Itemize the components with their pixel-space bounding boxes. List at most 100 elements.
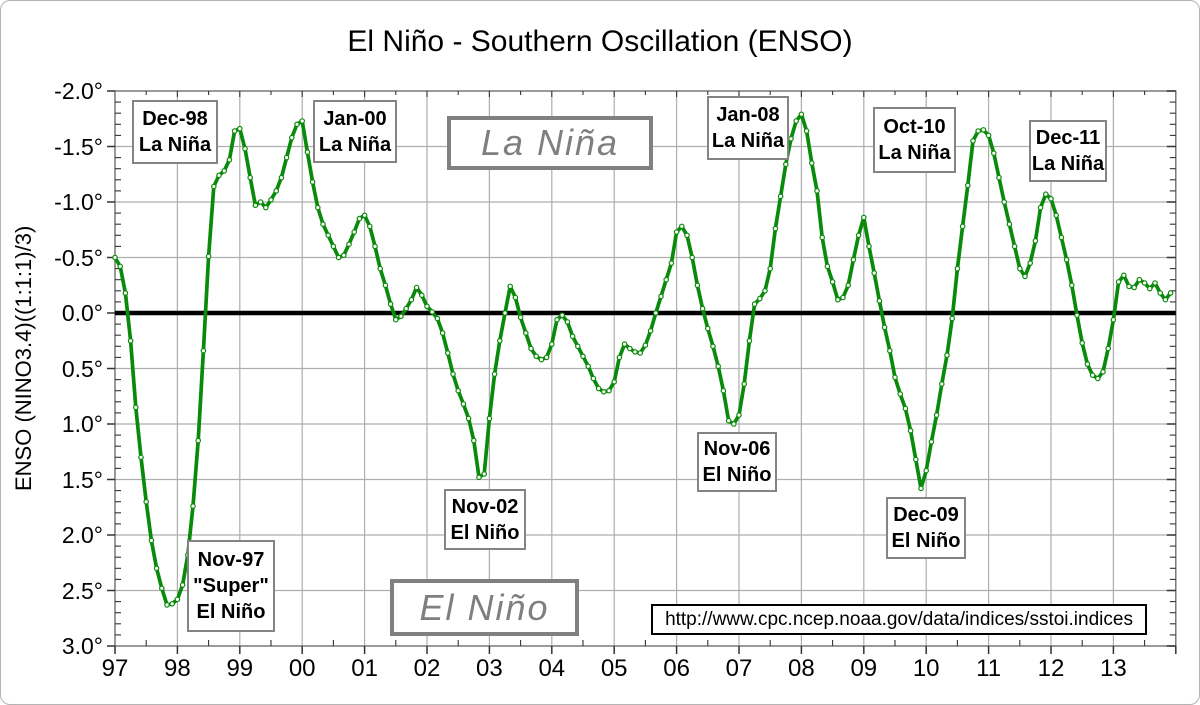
- data-point-marker: [299, 118, 306, 124]
- data-point-marker: [772, 225, 779, 232]
- data-point-marker: [1006, 221, 1013, 228]
- data-point-marker: [1141, 280, 1148, 286]
- data-point-marker: [252, 202, 259, 209]
- data-point-marker: [117, 263, 124, 270]
- annotation-box-nov02: Nov-02 El Niño: [444, 489, 526, 550]
- y-tick-label: 1.5°: [61, 466, 103, 493]
- data-point-marker: [496, 337, 503, 344]
- data-point-marker: [133, 404, 139, 411]
- data-point-marker: [938, 381, 945, 387]
- data-point-marker: [819, 234, 826, 241]
- data-point-marker: [377, 265, 384, 272]
- data-point-marker: [606, 387, 612, 394]
- data-point-marker: [320, 221, 326, 228]
- data-point-marker: [1058, 234, 1065, 241]
- data-point-marker: [481, 471, 488, 477]
- data-point-marker: [522, 330, 529, 336]
- data-point-marker: [704, 325, 711, 332]
- data-point-marker: [507, 283, 514, 290]
- data-point-marker: [200, 347, 207, 354]
- annotation-line: La Niña: [1031, 153, 1105, 175]
- data-point-marker: [990, 150, 997, 157]
- data-point-marker: [159, 585, 165, 592]
- data-point-marker: [808, 160, 815, 166]
- data-point-marker: [112, 254, 118, 261]
- data-point-marker: [460, 401, 467, 407]
- data-point-marker: [1016, 265, 1023, 272]
- data-point-marker: [174, 596, 181, 603]
- data-point-marker: [262, 204, 269, 211]
- data-point-marker: [335, 254, 342, 261]
- data-point-marker: [237, 125, 243, 132]
- data-point-marker: [652, 310, 659, 316]
- x-tick-label: 00: [288, 655, 316, 682]
- y-tick-label: 3.0°: [61, 633, 103, 659]
- data-point-marker: [1136, 276, 1143, 283]
- data-point-marker: [585, 363, 592, 370]
- data-point-marker: [548, 341, 555, 347]
- data-point-marker: [866, 243, 872, 250]
- data-point-marker: [725, 417, 732, 424]
- annotation-box-oct10: Oct-10 La Niña: [873, 107, 956, 173]
- data-point-marker: [211, 183, 217, 190]
- data-point-marker: [283, 154, 290, 161]
- data-point-marker: [600, 388, 607, 395]
- y-tick-label: 2.0°: [61, 522, 103, 548]
- data-point-marker: [512, 294, 519, 301]
- data-point-marker: [403, 305, 410, 312]
- data-point-marker: [814, 188, 820, 194]
- annotation-line: La Niña: [138, 134, 212, 156]
- data-point-marker: [762, 287, 768, 294]
- data-point-marker: [1037, 204, 1044, 211]
- data-point-marker: [1100, 368, 1106, 375]
- data-point-marker: [964, 182, 971, 189]
- data-point-marker: [892, 374, 898, 381]
- data-point-marker: [985, 132, 992, 139]
- data-point-marker: [626, 345, 633, 352]
- data-point-marker: [205, 253, 212, 260]
- data-point-marker: [621, 341, 628, 347]
- data-point-marker: [834, 296, 841, 303]
- data-point-marker: [569, 333, 576, 340]
- data-point-marker: [580, 353, 586, 360]
- annotation-box-jan08: Jan-08 La Niña: [707, 96, 789, 160]
- annotation-line: Nov-97: [197, 549, 265, 571]
- y-tick-label: -1.0°: [54, 189, 103, 215]
- annotation-line: Dec-09: [893, 504, 959, 526]
- data-point-marker: [782, 161, 789, 168]
- data-point-marker: [1126, 283, 1132, 290]
- data-point-marker: [195, 437, 202, 444]
- data-point-marker: [418, 292, 425, 299]
- data-point-marker: [845, 282, 852, 289]
- data-point-marker: [164, 602, 170, 608]
- data-point-marker: [637, 350, 644, 356]
- data-point-marker: [1069, 282, 1075, 289]
- data-point-marker: [372, 243, 378, 250]
- data-point-marker: [179, 582, 186, 588]
- data-point-marker: [268, 197, 274, 203]
- data-point-marker: [517, 314, 524, 321]
- data-point-marker: [855, 232, 862, 239]
- data-point-marker: [1162, 296, 1169, 303]
- data-point-marker: [429, 309, 436, 315]
- data-point-marker: [325, 232, 332, 239]
- data-point-marker: [486, 415, 493, 422]
- data-point-marker: [710, 343, 716, 350]
- data-point-marker: [954, 265, 961, 272]
- annotation-box-jan00: Jan-00 La Niña: [313, 100, 397, 163]
- data-point-marker: [340, 252, 347, 259]
- data-point-marker: [559, 312, 566, 319]
- data-point-marker: [897, 391, 904, 397]
- data-point-marker: [574, 343, 581, 350]
- data-point-marker: [346, 241, 352, 248]
- annotation-line: Jan-08: [716, 104, 780, 126]
- annotation-line: Nov-02: [451, 495, 519, 518]
- data-point-marker: [278, 174, 285, 181]
- data-point-marker: [434, 315, 441, 322]
- data-point-marker: [1089, 372, 1096, 379]
- data-point-marker: [673, 229, 680, 235]
- data-point-marker: [860, 214, 867, 221]
- data-point-marker: [143, 498, 150, 505]
- data-point-marker: [720, 387, 727, 394]
- data-point-marker: [361, 212, 368, 219]
